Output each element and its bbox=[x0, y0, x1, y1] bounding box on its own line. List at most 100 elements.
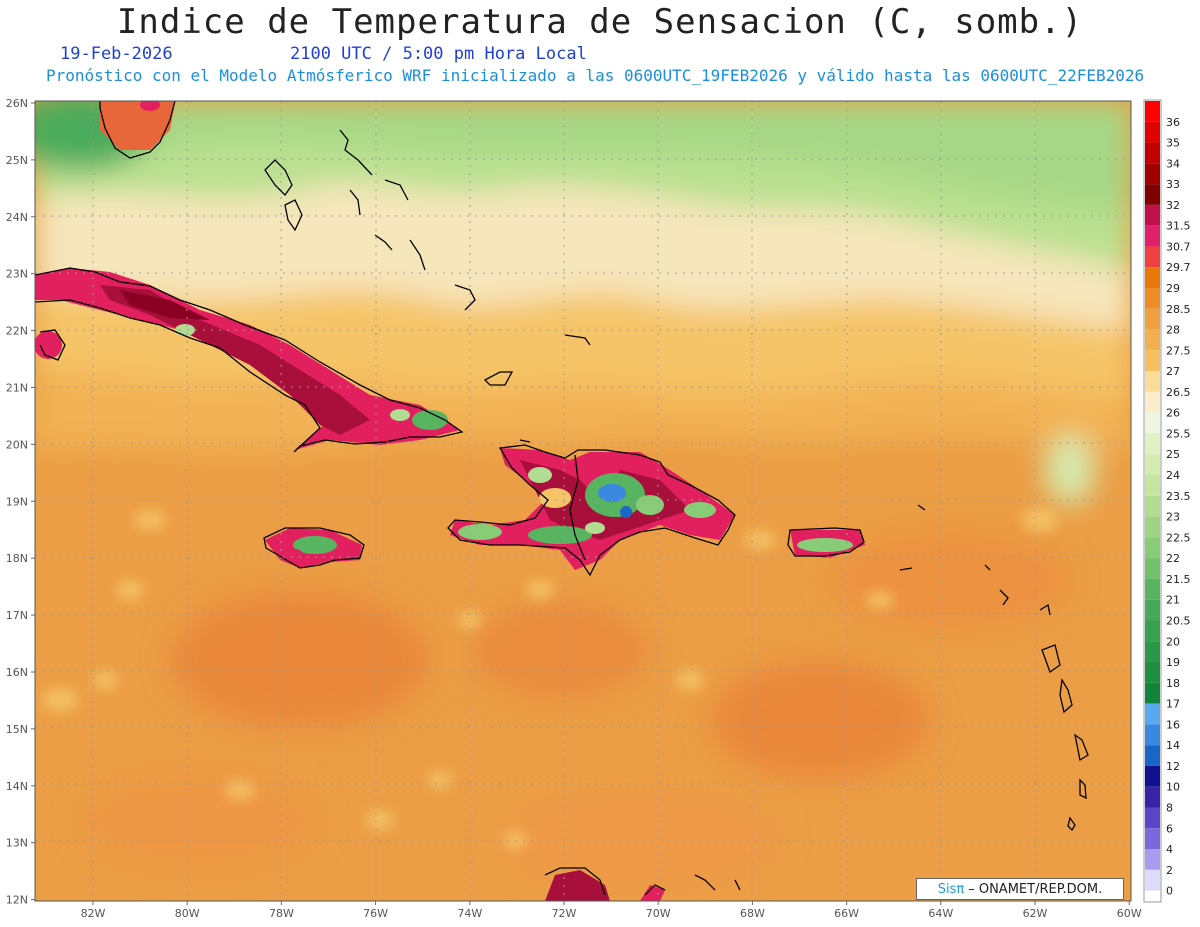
legend-label: 0 bbox=[1166, 885, 1173, 898]
legend-swatch bbox=[1145, 371, 1160, 392]
legend-swatch bbox=[1145, 558, 1160, 579]
legend-swatch bbox=[1145, 246, 1160, 268]
legend-swatch bbox=[1145, 890, 1160, 901]
legend-label: 16 bbox=[1166, 718, 1180, 731]
legend-label: 21 bbox=[1166, 594, 1180, 607]
lat-tick-label: 24N bbox=[6, 211, 28, 224]
legend-label: 4 bbox=[1166, 843, 1173, 856]
lat-tick-label: 21N bbox=[6, 382, 28, 395]
legend-label: 35 bbox=[1166, 137, 1180, 150]
legend-swatch bbox=[1145, 869, 1160, 891]
lat-tick-label: 26N bbox=[6, 97, 28, 110]
credit-badge: Sisπ – ONAMET/REP.DOM. bbox=[916, 878, 1124, 900]
legend-label: 28.5 bbox=[1166, 303, 1191, 316]
legend-label: 31.5 bbox=[1166, 220, 1191, 233]
legend-swatch bbox=[1145, 184, 1160, 205]
legend-label: 6 bbox=[1166, 822, 1173, 835]
legend-label: 8 bbox=[1166, 801, 1173, 814]
legend-label: 25 bbox=[1166, 448, 1180, 461]
legend-label: 19 bbox=[1166, 656, 1180, 669]
legend-label: 26 bbox=[1166, 407, 1180, 420]
map-title: Indice de Temperatura de Sensacion (C, s… bbox=[116, 2, 1084, 42]
credit-text: – ONAMET/REP.DOM. bbox=[968, 881, 1103, 897]
lat-tick-label: 12N bbox=[6, 894, 28, 907]
legend-label: 10 bbox=[1166, 781, 1180, 794]
lon-tick-label: 60W bbox=[1117, 907, 1142, 920]
lat-tick-label: 14N bbox=[6, 780, 28, 793]
legend-label: 21.5 bbox=[1166, 573, 1191, 586]
lat-tick-label: 22N bbox=[6, 325, 28, 338]
legend-swatch bbox=[1145, 204, 1160, 226]
lon-tick-label: 62W bbox=[1023, 907, 1048, 920]
legend-swatch bbox=[1145, 578, 1160, 600]
lat-tick-label: 25N bbox=[6, 154, 28, 167]
legend-label: 20.5 bbox=[1166, 614, 1191, 627]
legend-swatch bbox=[1145, 454, 1160, 476]
latitude-axis: 26N 25N 24N 23N 22N 21N 20N 19N 18N 17N 16N 15N 14N 1… bbox=[6, 97, 35, 907]
model-info-line: Pronóstico con el Modelo Atmósferico WRF… bbox=[46, 66, 1145, 85]
lat-tick-label: 23N bbox=[6, 268, 28, 281]
legend-swatch bbox=[1145, 267, 1160, 289]
color-scale-legend: 363534333231.530.729.72928.52827.52726.5… bbox=[1143, 99, 1191, 903]
lat-tick-label: 18N bbox=[6, 552, 28, 565]
legend-swatch bbox=[1145, 495, 1160, 517]
legend-label: 24 bbox=[1166, 469, 1180, 482]
lat-tick-label: 19N bbox=[6, 495, 28, 508]
lon-tick-label: 72W bbox=[552, 907, 577, 920]
legend-swatch bbox=[1145, 433, 1160, 455]
lon-tick-label: 80W bbox=[175, 907, 200, 920]
legend-swatch bbox=[1145, 475, 1160, 496]
legend-label: 22 bbox=[1166, 552, 1180, 565]
lat-tick-label: 17N bbox=[6, 609, 28, 622]
grid-lines bbox=[35, 101, 1131, 901]
lon-tick-label: 76W bbox=[363, 907, 388, 920]
longitude-axis: 82W 80W 78W 76W 74W 72W 70W 68W 66W 64W 62W 60W bbox=[81, 901, 1142, 920]
legend-label: 33 bbox=[1166, 178, 1180, 191]
legend-label: 22.5 bbox=[1166, 531, 1191, 544]
legend-swatch bbox=[1145, 662, 1160, 683]
lon-tick-label: 78W bbox=[269, 907, 294, 920]
legend-swatch bbox=[1145, 288, 1160, 309]
lat-tick-label: 16N bbox=[6, 666, 28, 679]
legend-swatch bbox=[1145, 641, 1160, 663]
legend-swatch bbox=[1145, 537, 1160, 559]
legend-label: 32 bbox=[1166, 199, 1180, 212]
legend-swatch bbox=[1145, 350, 1160, 372]
legend-label: 23.5 bbox=[1166, 490, 1191, 503]
date-label: 19-Feb-2026 bbox=[60, 44, 173, 64]
lon-tick-label: 68W bbox=[740, 907, 765, 920]
cuba-heat bbox=[35, 268, 460, 450]
lat-tick-label: 20N bbox=[6, 438, 28, 451]
legend-swatch bbox=[1145, 308, 1160, 330]
legend-label: 26.5 bbox=[1166, 386, 1191, 399]
legend-swatch bbox=[1145, 786, 1160, 808]
legend-swatch bbox=[1145, 724, 1160, 746]
legend-swatch bbox=[1145, 121, 1160, 143]
legend-swatch bbox=[1145, 620, 1160, 642]
map-field bbox=[35, 101, 1131, 901]
legend-swatch bbox=[1145, 516, 1160, 538]
legend-label: 23 bbox=[1166, 511, 1180, 524]
puerto-rico-heat bbox=[790, 530, 865, 558]
legend-label: 29.7 bbox=[1166, 261, 1191, 274]
legend-swatch bbox=[1145, 163, 1160, 185]
lon-tick-label: 74W bbox=[457, 907, 482, 920]
legend-swatch bbox=[1145, 329, 1160, 351]
lat-tick-label: 15N bbox=[6, 723, 28, 736]
legend-swatch bbox=[1145, 682, 1160, 704]
legend-swatch bbox=[1145, 745, 1160, 766]
legend-label: 29 bbox=[1166, 282, 1180, 295]
legend-label: 20 bbox=[1166, 635, 1180, 648]
legend-swatch bbox=[1145, 807, 1160, 829]
legend-swatch bbox=[1145, 225, 1160, 247]
legend-label: 2 bbox=[1166, 864, 1173, 877]
lat-tick-label: 13N bbox=[6, 837, 28, 850]
legend-swatch bbox=[1145, 101, 1160, 122]
legend-swatch bbox=[1145, 412, 1160, 434]
florida-heat bbox=[100, 101, 175, 150]
jamaica-heat bbox=[265, 528, 362, 568]
lon-tick-label: 70W bbox=[646, 907, 671, 920]
sispi-logo: Sisπ bbox=[937, 881, 965, 897]
legend-label: 25.5 bbox=[1166, 427, 1191, 440]
